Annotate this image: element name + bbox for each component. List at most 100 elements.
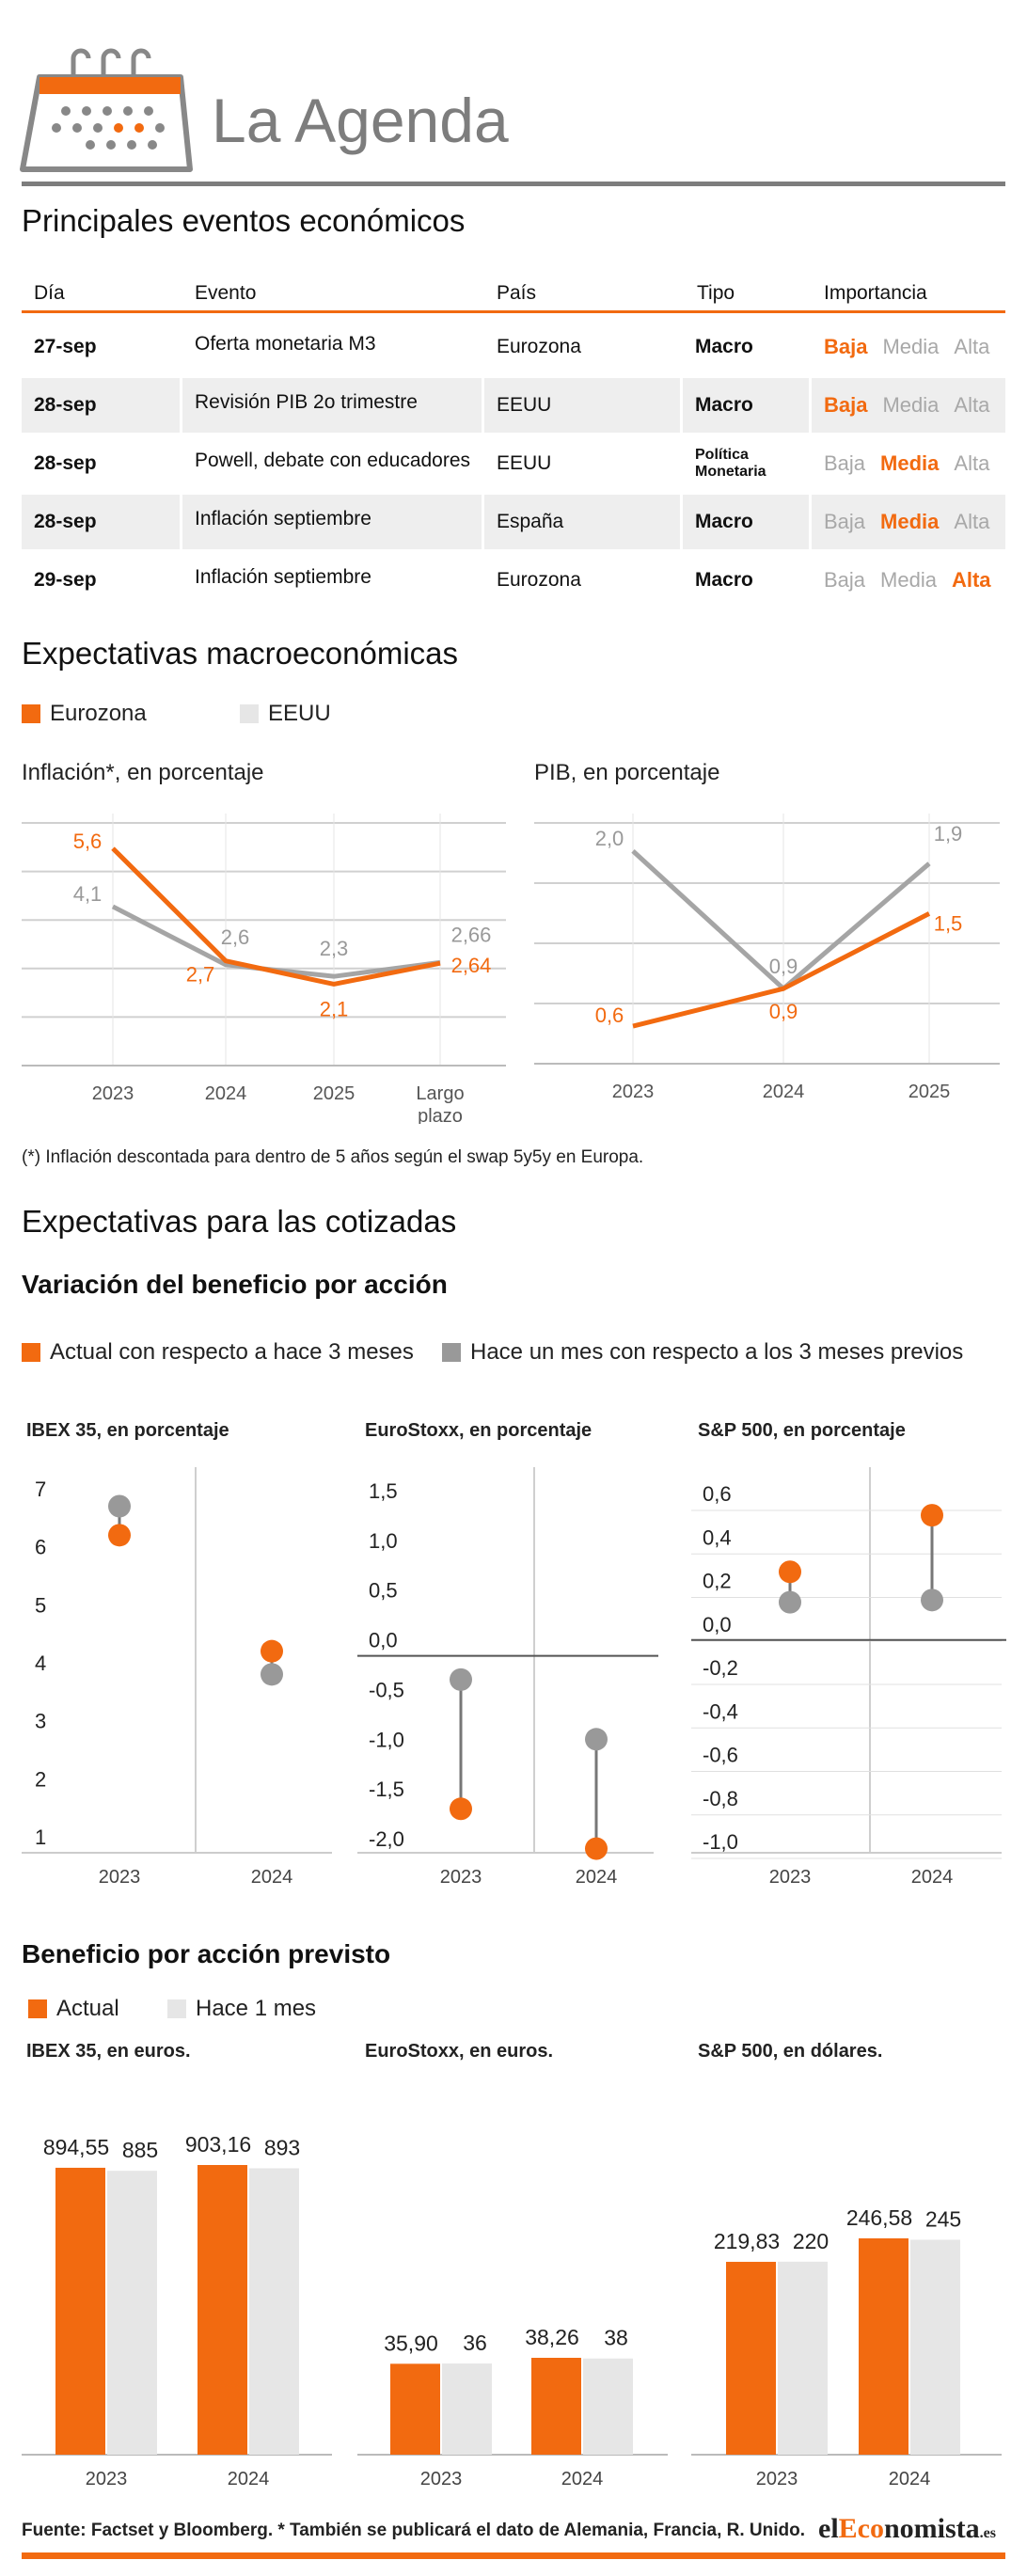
data-label: 4,1 xyxy=(73,882,103,906)
table-row: 28-sep Revisión PIB 2o trimestre EEUU Macro… xyxy=(22,378,1005,433)
data-label: 1,5 xyxy=(934,911,963,935)
cell-tipo: Política Monetaria xyxy=(695,447,766,480)
point-actual xyxy=(261,1639,283,1663)
x-tick-label: 2023 xyxy=(420,2469,463,2489)
data-label: 219,83 xyxy=(714,2229,780,2253)
legend-eeuu: EEUU xyxy=(240,701,331,727)
sp500-bpa-chart: 219,83 220 2023 246,58 245 2024 xyxy=(691,2205,1002,2489)
cell-tipo: Macro xyxy=(695,511,753,532)
cell-dia: 28-sep xyxy=(34,394,97,416)
sp500-bpa-title: S&P 500, en dólares. xyxy=(698,2041,883,2062)
data-label: 35,90 xyxy=(384,2331,438,2355)
x-tick-label: 2024 xyxy=(576,1867,618,1888)
col-header-importancia: Importancia xyxy=(824,282,927,304)
table-row: 28-sep Inflación septiembre España Macro Baj… xyxy=(22,495,1005,549)
legend-eurozona: Eurozona xyxy=(22,701,147,727)
x-tick-label: 2023 xyxy=(86,2469,128,2489)
x-tick-label: 2023 xyxy=(769,1867,812,1888)
importance-baja: Baja xyxy=(824,335,868,358)
bar-actual xyxy=(859,2238,908,2455)
ibex-variation-chart: 7 6 5 4 3 2 1 2023 2024 xyxy=(22,1467,332,1888)
y-tick-label: 5 xyxy=(35,1593,46,1617)
data-label: 2,1 xyxy=(320,997,349,1020)
inflation-chart: 5,6 2,7 2,1 2,64 4,1 2,6 2,3 2,66 2023 2024 2025 La… xyxy=(22,814,506,1124)
col-header-pais: País xyxy=(497,282,537,304)
data-label: 894,55 xyxy=(43,2135,109,2159)
x-tick-label: 2023 xyxy=(92,1083,134,1104)
point-actual xyxy=(450,1797,472,1821)
importance-alta: Alta xyxy=(954,393,990,417)
cell-evento: Oferta monetaria M3 xyxy=(195,333,376,355)
y-tick-label: 0,4 xyxy=(703,1525,732,1549)
importance-baja: Baja xyxy=(824,393,868,417)
page-title: La Agenda xyxy=(212,86,509,155)
legend-swatch-eeuu xyxy=(240,704,259,723)
legend-label-eurozona: Eurozona xyxy=(50,701,147,726)
importance-alta: Alta xyxy=(954,510,990,533)
cell-importancia: Baja Media Alta xyxy=(812,436,1005,491)
x-tick-label: 2024 xyxy=(251,1867,293,1888)
brand-domain: .es xyxy=(979,2525,996,2541)
y-tick-label: -0,8 xyxy=(703,1787,738,1810)
point-hace-un-mes xyxy=(108,1494,131,1518)
x-tick-label: 2024 xyxy=(561,2469,604,2489)
importance-baja: Baja xyxy=(824,510,866,533)
cell-importancia: Baja Media Alta xyxy=(812,320,1005,374)
brand-suffix: nomista xyxy=(883,2513,980,2544)
bar-actual xyxy=(198,2165,247,2455)
series-line-eurozona xyxy=(632,911,931,1029)
y-tick-label: -0,5 xyxy=(369,1678,404,1701)
table-row: 27-sep Oferta monetaria M3 Eurozona Macro Ba… xyxy=(22,320,1005,374)
data-label: 0,9 xyxy=(769,955,798,978)
bar-actual xyxy=(531,2358,581,2455)
importance-media: Media xyxy=(880,510,940,533)
legend-swatch-eurozona xyxy=(22,704,40,723)
importance-alta: Alta xyxy=(954,335,990,358)
data-label: 38,26 xyxy=(525,2325,579,2349)
cell-importancia: Baja Media Alta xyxy=(812,378,1005,433)
point-actual xyxy=(779,1560,801,1584)
importance-alta: Alta xyxy=(951,568,991,592)
cell-dia: 27-sep xyxy=(34,336,97,357)
macro-title: Expectativas macroeconómicas xyxy=(22,636,459,671)
variacion-title: Variación del beneficio por acción xyxy=(22,1270,448,1299)
legend-actual: Actual xyxy=(28,1996,119,2022)
x-tick-label: 2024 xyxy=(911,1867,954,1888)
events-title: Principales eventos económicos xyxy=(22,203,466,238)
legend-label-hace-mes: Hace un mes con respecto a los 3 meses p… xyxy=(470,1339,964,1365)
cell-evento: Inflación septiembre xyxy=(195,508,371,529)
y-tick-label: -0,4 xyxy=(703,1699,738,1723)
table-row: 29-sep Inflación septiembre Eurozona Macro B… xyxy=(22,553,1005,608)
cell-pais: Eurozona xyxy=(497,569,581,591)
bar-hace-1-mes xyxy=(249,2168,299,2455)
y-tick-label: 0,0 xyxy=(369,1629,398,1652)
ibex-bpa-chart: 894,55 885 2023 903,16 893 2024 xyxy=(22,2132,332,2489)
importance-media: Media xyxy=(882,335,940,358)
cell-importancia: Baja Media Alta xyxy=(812,553,1005,608)
events-table-header: Día Evento País Tipo Importancia xyxy=(22,282,1005,313)
calendar-icon xyxy=(20,48,193,172)
x-tick-label: 2025 xyxy=(313,1083,356,1104)
cell-pais: España xyxy=(497,511,564,532)
legend-label-actual: Actual xyxy=(56,1996,119,2021)
legend-label-hace-1-mes: Hace 1 mes xyxy=(196,1996,317,2021)
data-label: 0,9 xyxy=(769,1000,798,1023)
bpa-title: Beneficio por acción previsto xyxy=(22,1939,391,1968)
eurostoxx-bpa-title: EuroStoxx, en euros. xyxy=(365,2041,554,2062)
eurostoxx-variation-chart: 1,5 1,0 0,5 0,0 -0,5 -1,0 -1,5 -2,0 2023 2024 xyxy=(357,1467,658,1888)
bar-hace-1-mes xyxy=(910,2239,960,2455)
header-divider xyxy=(22,182,1005,186)
y-tick-label: 7 xyxy=(35,1478,46,1501)
point-hace-un-mes xyxy=(261,1663,283,1686)
y-tick-label: 2 xyxy=(35,1767,46,1791)
series-line-eurozona xyxy=(111,846,441,987)
x-tick-label: plazo xyxy=(418,1106,463,1124)
data-label: 893 xyxy=(264,2135,300,2159)
point-actual xyxy=(921,1504,943,1527)
importance-baja: Baja xyxy=(824,568,866,592)
y-tick-label: 1,0 xyxy=(369,1529,398,1553)
point-hace-un-mes xyxy=(450,1667,472,1691)
y-tick-label: 3 xyxy=(35,1710,46,1733)
legend-actual-3m: Actual con respecto a hace 3 meses xyxy=(22,1339,414,1366)
bar-hace-1-mes xyxy=(778,2261,828,2455)
